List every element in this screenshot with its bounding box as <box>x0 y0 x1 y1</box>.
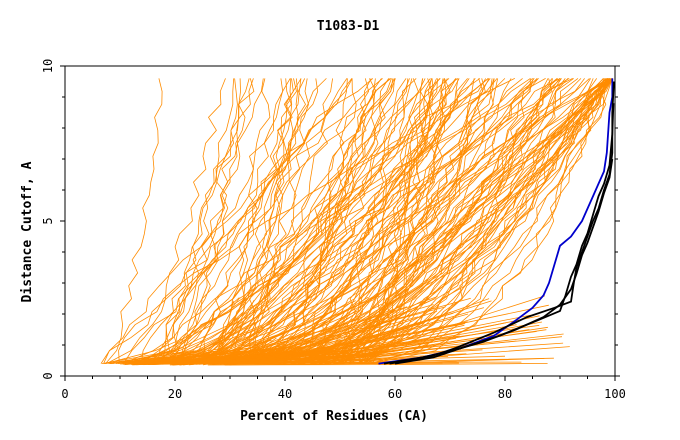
model-curve <box>115 78 561 364</box>
model-curve <box>358 78 613 364</box>
model-curve <box>208 78 613 364</box>
model-curve <box>157 78 264 364</box>
model-curve <box>100 78 374 364</box>
model-curve <box>333 78 613 364</box>
model-curve <box>159 78 392 364</box>
model-curve <box>123 296 333 365</box>
x-tick-label: 0 <box>61 387 68 401</box>
highlight-curve-black <box>383 158 614 365</box>
x-tick-label: 60 <box>388 387 402 401</box>
model-curve <box>164 78 538 364</box>
model-curve <box>329 78 512 364</box>
chart-title: T1083-D1 <box>317 19 380 34</box>
model-curve <box>201 78 271 364</box>
model-curve <box>191 78 299 364</box>
model-curve <box>319 78 574 364</box>
model-curve <box>223 78 292 364</box>
model-curve <box>361 78 613 364</box>
x-tick-label: 100 <box>604 387 626 401</box>
model-curve <box>172 78 306 364</box>
model-curve <box>158 78 523 364</box>
model-curve <box>198 78 432 364</box>
model-curve <box>105 78 163 364</box>
model-curve <box>216 78 499 364</box>
y-tick-label: 0 <box>41 372 55 379</box>
model-curve <box>106 78 226 364</box>
model-curve <box>279 78 590 364</box>
model-curve <box>122 78 284 364</box>
model-curve <box>123 297 471 363</box>
model-curve <box>238 78 370 364</box>
model-curve <box>232 78 382 364</box>
model-curve <box>369 78 613 364</box>
model-curve <box>153 78 294 364</box>
model-curve <box>162 78 489 364</box>
x-tick-label: 20 <box>168 387 182 401</box>
model-curve <box>124 297 240 366</box>
model-curve <box>169 78 254 364</box>
model-curve <box>142 78 490 364</box>
model-curve <box>139 78 539 364</box>
x-tick-label: 40 <box>278 387 292 401</box>
model-curve <box>198 78 481 364</box>
model-curve <box>223 78 396 364</box>
model-curve <box>340 78 613 364</box>
model-curve <box>238 78 613 364</box>
model-curve <box>372 78 535 364</box>
model-curve <box>341 78 413 364</box>
x-axis-label: Percent of Residues (CA) <box>240 409 428 424</box>
model-curve <box>149 78 573 364</box>
model-curve <box>200 78 570 364</box>
model-curve <box>161 78 506 364</box>
highlight-curve-blue <box>378 78 614 365</box>
model-curve <box>339 78 607 364</box>
model-curve <box>158 78 255 364</box>
y-axis-label: Distance Cutoff, A <box>20 161 35 302</box>
model-curve <box>197 78 558 364</box>
model-curve <box>339 78 534 364</box>
model-curve <box>161 78 383 364</box>
model-curve <box>207 363 548 366</box>
model-curve <box>137 78 498 364</box>
model-curve <box>103 78 353 364</box>
model-curve <box>226 305 285 363</box>
y-axis: 0 5 10 <box>41 59 620 380</box>
model-curve <box>236 78 457 364</box>
highlight-curves <box>378 78 615 365</box>
model-curves <box>100 78 613 366</box>
model-curve <box>251 78 333 364</box>
model-curve <box>245 78 348 364</box>
model-curve <box>181 78 291 364</box>
model-curve <box>118 78 515 364</box>
model-curve <box>318 78 440 364</box>
model-curve <box>101 78 376 364</box>
model-curve <box>279 78 559 364</box>
model-curve <box>155 78 489 364</box>
model-curve <box>201 296 369 365</box>
model-curve <box>110 78 395 364</box>
model-curve <box>193 78 539 364</box>
plot-area <box>100 78 615 366</box>
model-curve <box>121 323 466 364</box>
y-tick-label: 5 <box>41 217 55 224</box>
model-curve <box>237 78 394 364</box>
model-curve <box>164 78 235 364</box>
model-curve <box>218 311 452 364</box>
x-tick-label: 80 <box>498 387 512 401</box>
model-curve <box>123 78 392 364</box>
y-tick-label: 10 <box>41 59 55 73</box>
model-curve <box>255 78 476 364</box>
model-curve <box>253 78 377 364</box>
x-axis: 0 20 40 60 80 100 <box>61 376 626 401</box>
model-curve <box>140 318 360 364</box>
model-curve <box>226 78 395 364</box>
model-curve <box>122 78 241 364</box>
model-curve <box>152 332 307 365</box>
model-curve <box>147 78 302 364</box>
